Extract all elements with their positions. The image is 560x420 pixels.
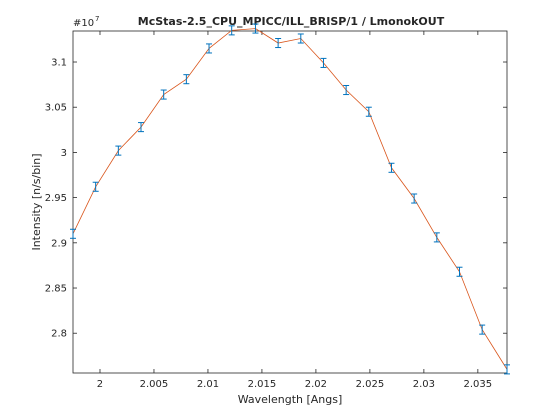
- y-tick-label: 2.95: [45, 193, 67, 204]
- y-tick-label: 2.85: [45, 284, 67, 295]
- error-bar: [183, 74, 190, 85]
- error-bar: [228, 25, 235, 36]
- series-line: [72, 28, 508, 370]
- x-tick-label: 2.005: [140, 379, 169, 390]
- y-tick-label: 3: [61, 148, 67, 159]
- y-tick-label: 3.1: [51, 58, 67, 69]
- x-tick-label: 2.03: [413, 379, 435, 390]
- error-bar: [206, 43, 213, 54]
- y-exponent-base: #10: [73, 18, 94, 29]
- error-bar: [160, 89, 167, 100]
- x-axis-ticks: 2 2.005 2.01 2.015 2.02 2.025 2.03 2.035: [97, 31, 492, 390]
- y-tick-label: 2.8: [51, 329, 67, 340]
- error-bar: [252, 23, 259, 34]
- error-bar: [411, 193, 418, 204]
- x-tick-label: 2.025: [356, 379, 385, 390]
- y-tick-label: 3.05: [45, 103, 67, 114]
- error-bar: [138, 122, 145, 133]
- x-tick-label: 2.02: [305, 379, 327, 390]
- error-bar: [388, 162, 395, 173]
- error-bar: [297, 33, 304, 44]
- y-axis-label: Intensity [n/s/bin]: [30, 153, 43, 250]
- x-axis-label: Wavelength [Angs]: [238, 393, 343, 406]
- error-bar: [115, 145, 122, 156]
- error-bar: [456, 266, 463, 277]
- plot-frame: [72, 30, 508, 374]
- error-bar: [70, 228, 76, 239]
- error-bar: [343, 85, 350, 96]
- x-tick-label: 2: [97, 379, 103, 390]
- error-bar: [92, 181, 99, 192]
- error-bar: [479, 324, 486, 335]
- y-exponent-power: 7: [95, 15, 99, 23]
- error-bar: [433, 232, 440, 243]
- error-bar: [504, 364, 510, 375]
- x-tick-label: 2.01: [197, 379, 219, 390]
- y-tick-label: 2.9: [51, 238, 67, 249]
- x-tick-label: 2.035: [464, 379, 493, 390]
- error-bars: [70, 23, 510, 375]
- error-bar: [275, 38, 282, 49]
- x-tick-label: 2.015: [248, 379, 277, 390]
- chart-title: McStas-2.5_CPU_MPICC/ILL_BRISP/1 / Lmono…: [138, 15, 445, 28]
- y-axis-ticks: 2.8 2.85 2.9 2.95 3 3.05 3.1: [45, 58, 507, 340]
- y-exponent-label: #10 7: [73, 15, 99, 29]
- error-bar: [320, 57, 327, 68]
- error-bar: [365, 106, 372, 117]
